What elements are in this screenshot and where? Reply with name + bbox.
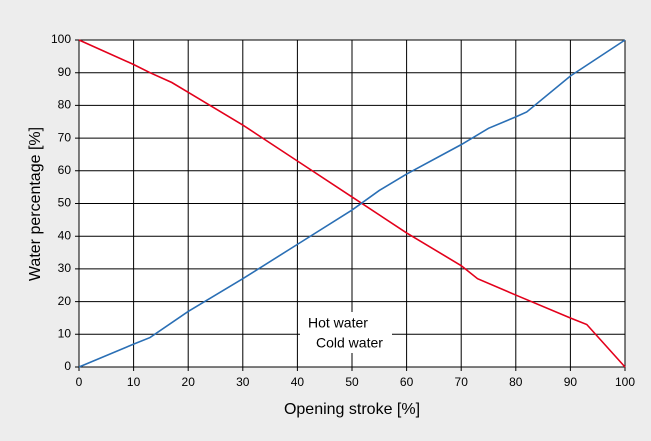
x-tick-label: 10 bbox=[127, 375, 141, 389]
y-tick-label: 70 bbox=[58, 130, 72, 144]
x-tick-label: 40 bbox=[291, 375, 305, 389]
x-tick-label: 80 bbox=[509, 375, 523, 389]
y-tick-label: 50 bbox=[58, 196, 72, 210]
y-tick-label: 100 bbox=[51, 32, 71, 46]
line-series bbox=[78, 39, 626, 368]
x-tick-label: 70 bbox=[455, 375, 469, 389]
y-tick-label: 60 bbox=[58, 163, 72, 177]
legend-entry: Cold water bbox=[316, 335, 383, 351]
legend-entry: Hot water bbox=[308, 315, 368, 331]
y-tick-label: 40 bbox=[58, 228, 72, 242]
y-tick-label: 30 bbox=[58, 261, 72, 275]
y-tick-label: 0 bbox=[64, 359, 71, 373]
x-tick-label: 90 bbox=[564, 375, 578, 389]
x-tick-label: 20 bbox=[182, 375, 196, 389]
x-tick-label: 0 bbox=[76, 375, 83, 389]
line-series bbox=[78, 39, 626, 368]
y-tick-label: 80 bbox=[58, 98, 72, 112]
y-tick-label: 20 bbox=[58, 294, 72, 308]
x-tick-label: 60 bbox=[400, 375, 414, 389]
x-axis-label: Opening stroke [%] bbox=[284, 401, 420, 418]
y-tick-label: 10 bbox=[58, 326, 72, 340]
y-axis-label: Water percentage [%] bbox=[27, 127, 44, 281]
x-tick-label: 50 bbox=[345, 375, 359, 389]
x-tick-label: 30 bbox=[236, 375, 250, 389]
x-tick-label: 100 bbox=[615, 375, 635, 389]
y-tick-label: 90 bbox=[58, 65, 72, 79]
legend-box bbox=[300, 312, 392, 353]
